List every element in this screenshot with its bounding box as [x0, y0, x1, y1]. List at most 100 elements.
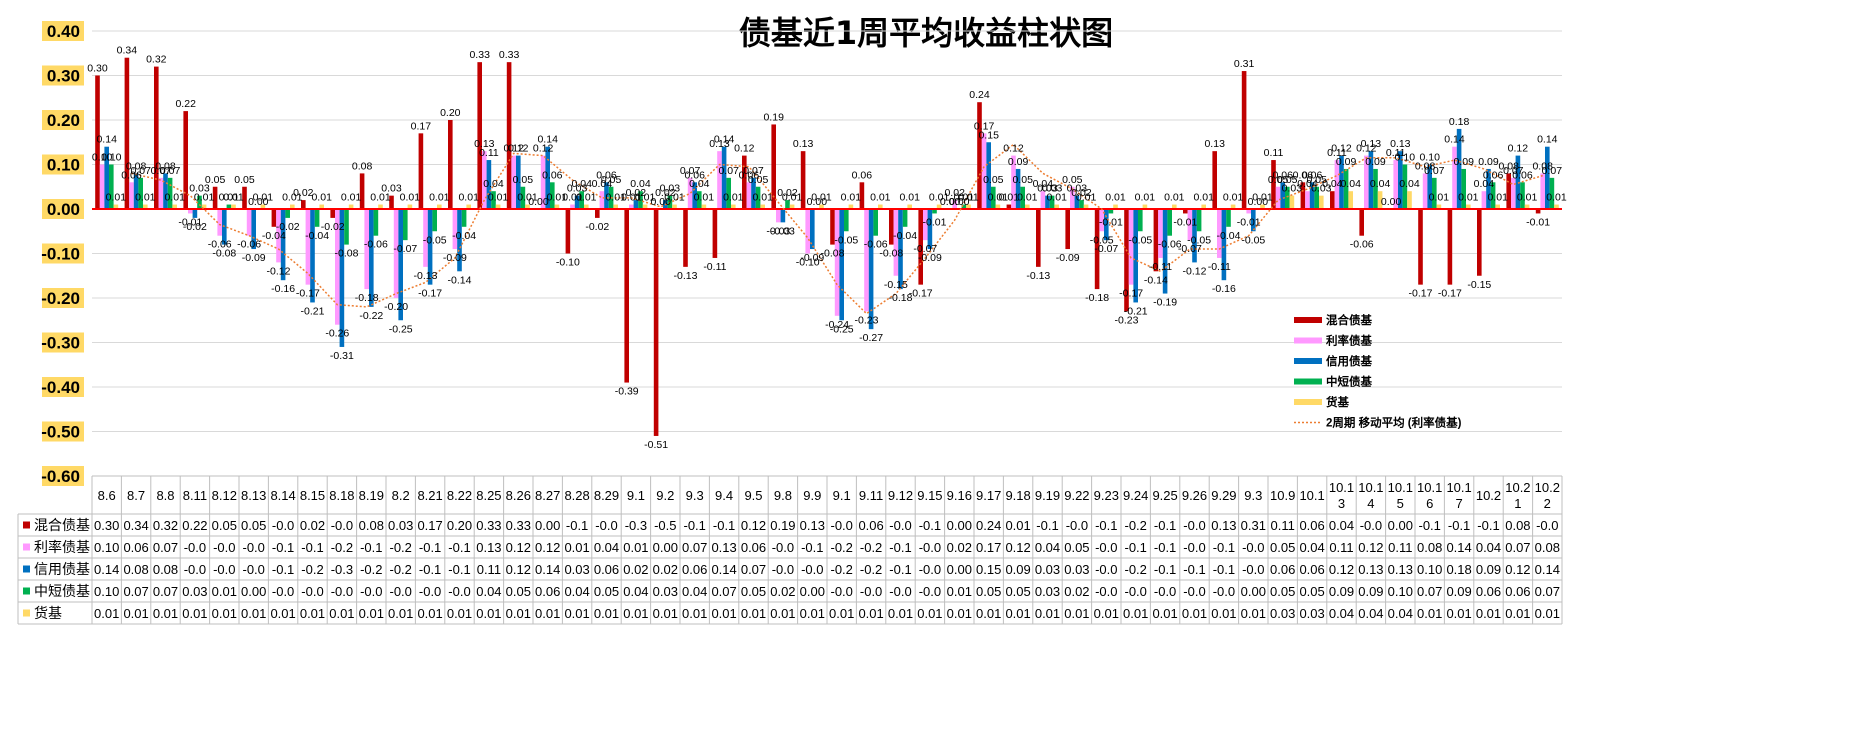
data-label: 0.01: [958, 192, 979, 204]
table-cell: -0.0: [919, 540, 941, 555]
bar: [927, 209, 933, 250]
data-label: -0.05: [1128, 234, 1152, 246]
table-cell: 0.30: [94, 518, 119, 533]
table-cell: 0.01: [623, 606, 648, 621]
data-label: 0.02: [1071, 187, 1092, 199]
table-cell: 0.33: [506, 518, 531, 533]
category-line: 6: [1426, 496, 1433, 511]
bar: [1138, 209, 1143, 232]
bar: [805, 209, 810, 254]
x-category-label: 10.1 4: [1358, 480, 1383, 511]
bar: [154, 66, 159, 209]
table-cell: -0.0: [1124, 584, 1146, 599]
data-label: 0.03: [567, 183, 588, 195]
data-label: -0.12: [267, 265, 291, 277]
bar: [212, 186, 218, 209]
row-header: 混合债基: [34, 517, 90, 533]
table-cell: -0.0: [448, 584, 470, 599]
bar: [448, 120, 453, 209]
table-cell: 0.02: [653, 562, 678, 577]
data-label: 0.05: [1306, 174, 1327, 186]
table-cell: 0.05: [212, 518, 237, 533]
table-cell: 0.01: [976, 606, 1001, 621]
data-label: -0.04: [452, 230, 476, 242]
table-cell: -0.0: [360, 584, 382, 599]
data-label: 0.19: [763, 111, 784, 123]
x-category-label: 8.12: [212, 488, 237, 503]
table-cell: 0.07: [123, 584, 148, 599]
data-table: 8.6 8.7 8.8 8.11 8.12 8.13 8.14 8.15 8.18 8.19 8.2…: [17, 475, 1563, 625]
table-cell: 0.02: [623, 562, 648, 577]
bar: [1246, 209, 1251, 214]
y-tick-highlight: [42, 199, 84, 219]
table-cell: 0.11: [1271, 518, 1295, 533]
data-label: -0.08: [212, 248, 236, 260]
bar: [613, 204, 618, 209]
data-label: -0.08: [335, 248, 359, 260]
table-cell: 0.06: [1299, 562, 1324, 577]
bar: [839, 209, 844, 321]
table-cell: 0.08: [1535, 540, 1560, 555]
data-label: 0.03: [1311, 183, 1332, 195]
table-cell: 0.01: [212, 584, 237, 599]
data-label: -0.07: [1178, 243, 1202, 255]
table-cell: 0.20: [447, 518, 472, 533]
x-category-label: 8.21: [417, 488, 442, 503]
table-cell: -0.0: [860, 584, 882, 599]
data-label: -0.01: [1173, 216, 1197, 228]
bar: [755, 186, 761, 209]
series-3: [104, 128, 1550, 347]
bar: [878, 204, 883, 209]
x-category-label: 8.15: [300, 488, 325, 503]
bar: [280, 209, 286, 281]
bar: [1260, 204, 1265, 209]
table-cell: 0.02: [1064, 584, 1089, 599]
data-label: 0.05: [601, 174, 622, 186]
data-label: -0.02: [183, 221, 207, 233]
data-label: -0.11: [703, 261, 726, 273]
bar: [330, 209, 335, 218]
data-label: 0.01: [811, 192, 832, 204]
bar: [746, 182, 752, 209]
table-cell: -0.2: [830, 562, 852, 577]
bar: [172, 204, 177, 209]
table-cell: 0.06: [1270, 562, 1295, 577]
table-cell: 0.08: [123, 562, 148, 577]
table-cell: 0.01: [888, 606, 913, 621]
data-label: 0.04: [483, 178, 504, 190]
data-label: -0.13: [1026, 270, 1050, 282]
bar: [516, 155, 521, 209]
y-tick-label: 0.00: [47, 200, 80, 219]
data-label: -0.02: [585, 221, 609, 233]
bar: [398, 209, 403, 321]
bar: [1339, 155, 1344, 209]
table-cell: -0.2: [360, 562, 382, 577]
data-label: 0.14: [96, 134, 117, 146]
table-cell: -0.1: [419, 562, 441, 577]
bar: [1065, 209, 1070, 250]
table-cell: 0.02: [770, 584, 795, 599]
table-cell: -0.0: [772, 540, 794, 555]
table-cell: -0.1: [1448, 518, 1470, 533]
bar: [726, 177, 731, 209]
table-cell: 0.02: [947, 540, 972, 555]
table-cell: 0.01: [1064, 606, 1089, 621]
data-label: 0.17: [411, 120, 432, 132]
table-cell: -0.0: [389, 584, 411, 599]
table-cell: 0.07: [1505, 540, 1530, 555]
table-cell: -0.1: [1154, 518, 1176, 533]
bar: [301, 200, 306, 209]
x-category-label: 9.12: [888, 488, 913, 503]
table-cell: -0.2: [331, 540, 353, 555]
data-label: 0.03: [189, 183, 210, 195]
table-cell: 0.01: [270, 606, 295, 621]
table-cell: 0.01: [800, 606, 825, 621]
bar: [653, 209, 659, 436]
bar: [183, 111, 188, 209]
data-label: 0.14: [1444, 134, 1465, 146]
table-cell: -0.3: [625, 518, 647, 533]
data-label: 0.01: [605, 192, 626, 204]
data-label: 0.01: [400, 192, 421, 204]
bar: [1407, 191, 1412, 209]
